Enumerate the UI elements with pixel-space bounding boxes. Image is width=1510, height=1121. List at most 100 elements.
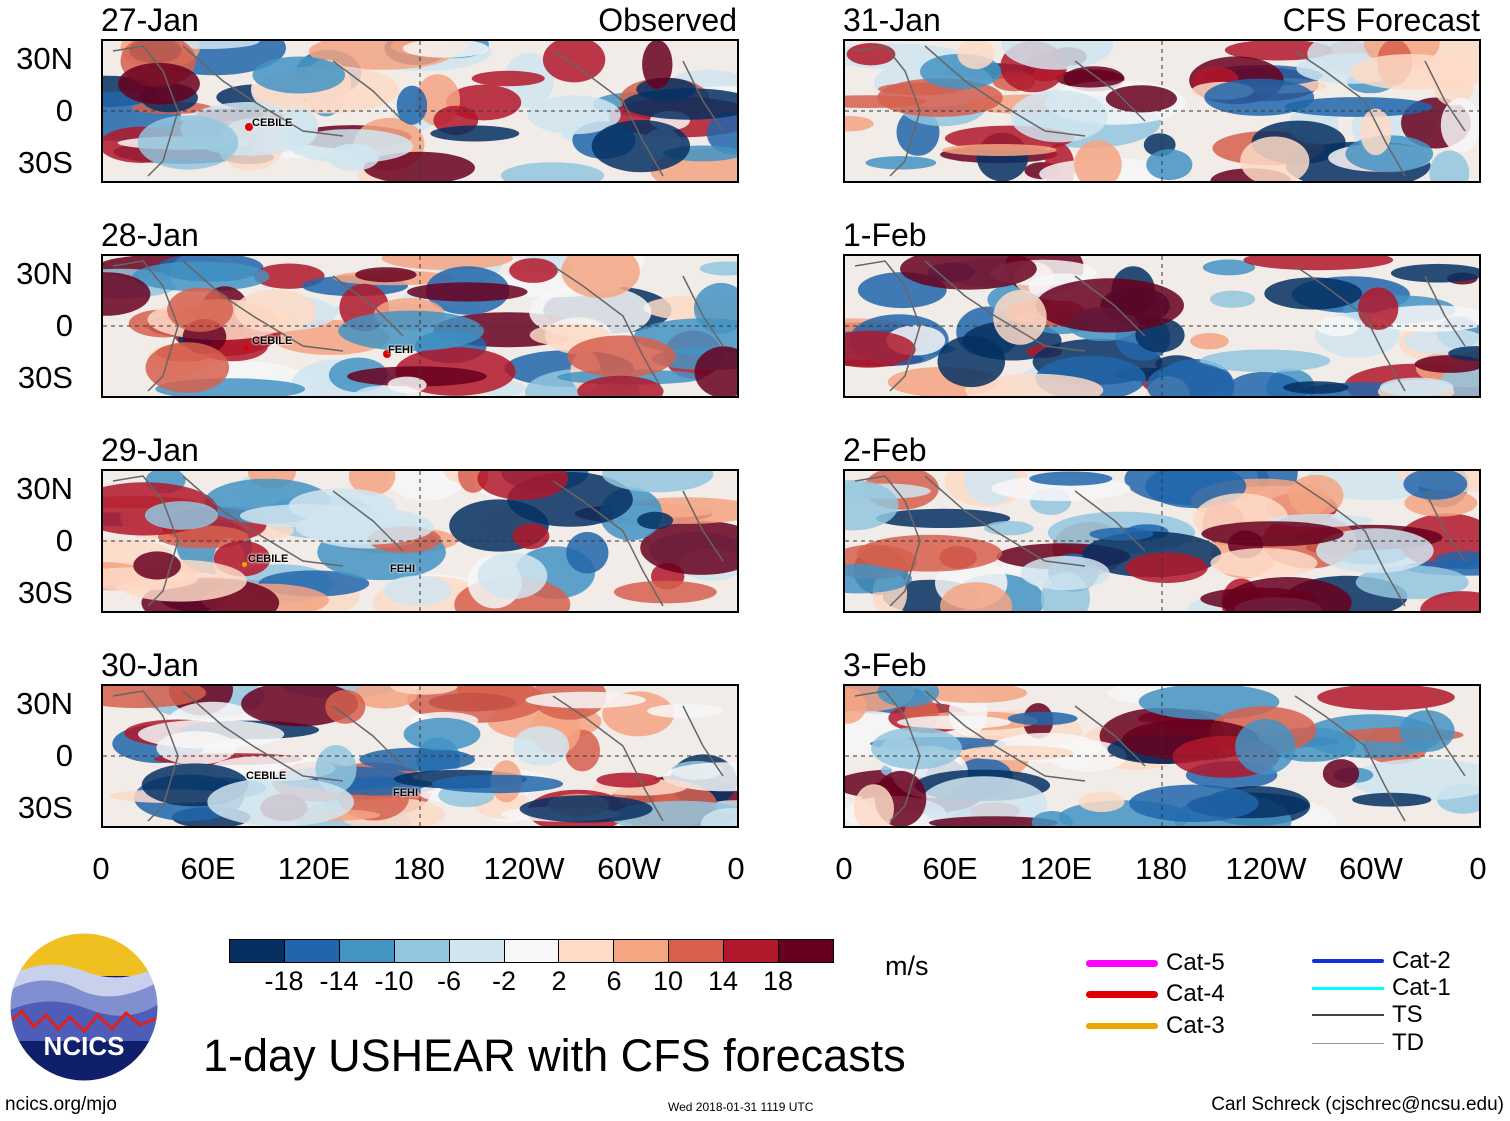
storm-label-cebile-29: CEBILE — [248, 553, 289, 565]
legend-line-cat1 — [1312, 986, 1384, 990]
footer-timestamp: Wed 2018-01-31 1119 UTC — [668, 1100, 814, 1114]
colorbar-swatch — [449, 940, 505, 962]
legend-cat2: Cat-2 — [1312, 947, 1451, 975]
map-panel-1-feb — [843, 254, 1481, 398]
colorbar-swatch — [559, 940, 615, 962]
y-label-30s: 30S — [17, 360, 73, 395]
y-label-30n: 30N — [16, 686, 73, 721]
legend-label-td: TD — [1392, 1029, 1424, 1056]
panel-date-3-feb: 3-Feb — [843, 647, 927, 683]
figure-title: 1-day USHEAR with CFS forecasts — [203, 1030, 906, 1081]
legend-line-cat2 — [1312, 959, 1384, 963]
storm-label-cebile-28: CEBILE — [252, 335, 293, 347]
x-label-120w: 120W — [483, 851, 565, 886]
map-panel-28-jan — [101, 254, 739, 398]
y-label-30s: 30S — [17, 145, 73, 180]
x-label-0-end: 0 — [1469, 851, 1487, 886]
x-label-0: 0 — [92, 851, 110, 886]
storm-marker-cebile — [242, 562, 247, 567]
y-label-30s: 30S — [17, 575, 73, 610]
colorbar-tick: -6 — [436, 966, 461, 996]
y-label-30n: 30N — [16, 471, 73, 506]
x-label-60e: 60E — [922, 851, 978, 886]
colorbar-swatch — [284, 940, 340, 962]
colorbar-swatch — [779, 940, 833, 962]
colorbar-swatch — [724, 940, 780, 962]
colorbar-tick: -14 — [319, 966, 359, 996]
legend-label-ts: TS — [1392, 1001, 1423, 1028]
storm-label-fehi-30: FEHI — [393, 787, 419, 799]
colorbar-swatch — [339, 940, 395, 962]
x-label-0-end: 0 — [727, 851, 745, 886]
y-label-0: 0 — [55, 308, 73, 343]
map-panel-2-feb — [843, 469, 1481, 613]
map-panel-27-jan — [101, 39, 739, 183]
legend-cat4: Cat-4 — [1086, 980, 1225, 1008]
x-label-180: 180 — [1135, 851, 1187, 886]
colorbar-tick: 18 — [762, 966, 794, 996]
legend-line-td — [1312, 1042, 1384, 1044]
map-panel-30-jan — [101, 684, 739, 828]
storm-label-fehi-28: FEHI — [388, 344, 414, 356]
colorbar-swatch — [230, 940, 285, 962]
legend-cat5: Cat-5 — [1086, 949, 1225, 977]
x-label-60e: 60E — [180, 851, 236, 886]
storm-label-cebile-30: CEBILE — [246, 770, 287, 782]
storm-marker-cebile — [245, 123, 253, 131]
x-label-120w: 120W — [1225, 851, 1307, 886]
footer-author: Carl Schreck (cjschrec@ncsu.edu) — [1211, 1094, 1504, 1115]
y-label-0: 0 — [55, 738, 73, 773]
footer-url: ncics.org/mjo — [5, 1094, 117, 1115]
y-label-30n: 30N — [16, 41, 73, 76]
x-label-120e: 120E — [1019, 851, 1093, 886]
panel-tag-cfs-forecast: CFS Forecast — [1282, 2, 1480, 38]
panel-date-30-jan: 30-Jan — [101, 647, 199, 683]
y-label-0: 0 — [55, 523, 73, 558]
colorbar-tick: 10 — [652, 966, 684, 996]
x-label-0: 0 — [835, 851, 853, 886]
legend-line-cat3 — [1086, 1023, 1158, 1029]
x-label-180: 180 — [393, 851, 445, 886]
colorbar-swatch — [614, 940, 670, 962]
legend-cat1: Cat-1 — [1312, 974, 1451, 1002]
legend-td: TD — [1312, 1029, 1424, 1057]
legend-label-cat1: Cat-1 — [1392, 974, 1451, 1001]
ncics-logo: NCICS — [9, 932, 159, 1082]
colorbar-tick: -18 — [264, 966, 304, 996]
legend-label-cat5: Cat-5 — [1166, 949, 1225, 976]
colorbar-tick: -2 — [491, 966, 516, 996]
logo-text: NCICS — [44, 1031, 125, 1061]
y-label-0: 0 — [55, 93, 73, 128]
colorbar-tick: 2 — [551, 966, 567, 996]
colorbar-swatch — [669, 940, 725, 962]
colorbar-swatch — [504, 940, 560, 962]
colorbar-units: m/s — [885, 951, 929, 981]
legend-cat3: Cat-3 — [1086, 1012, 1225, 1040]
legend-label-cat4: Cat-4 — [1166, 980, 1225, 1007]
panel-date-28-jan: 28-Jan — [101, 217, 199, 253]
y-label-30s: 30S — [17, 790, 73, 825]
legend-line-ts — [1312, 1014, 1384, 1016]
x-label-120e: 120E — [277, 851, 351, 886]
legend-ts: TS — [1312, 1001, 1423, 1029]
x-label-60w: 60W — [597, 851, 661, 886]
legend-line-cat4 — [1086, 990, 1158, 998]
colorbar-swatch — [394, 940, 450, 962]
colorbar-tick: -10 — [374, 966, 414, 996]
panel-date-31-jan: 31-Jan — [843, 2, 941, 38]
panel-date-1-feb: 1-Feb — [843, 217, 927, 253]
legend-label-cat2: Cat-2 — [1392, 947, 1451, 974]
storm-marker-fehi — [383, 350, 391, 358]
x-label-60w: 60W — [1339, 851, 1403, 886]
colorbar — [229, 939, 834, 963]
colorbar-tick: 14 — [707, 966, 739, 996]
storm-label-fehi-29: FEHI — [390, 563, 416, 575]
panel-date-2-feb: 2-Feb — [843, 432, 927, 468]
map-panel-29-jan — [101, 469, 739, 613]
storm-label-cebile-27: CEBILE — [252, 117, 293, 129]
panel-tag-observed: Observed — [598, 2, 737, 38]
panel-date-29-jan: 29-Jan — [101, 432, 199, 468]
storm-marker-cebile — [244, 346, 249, 351]
y-label-30n: 30N — [16, 256, 73, 291]
legend-label-cat3: Cat-3 — [1166, 1012, 1225, 1039]
